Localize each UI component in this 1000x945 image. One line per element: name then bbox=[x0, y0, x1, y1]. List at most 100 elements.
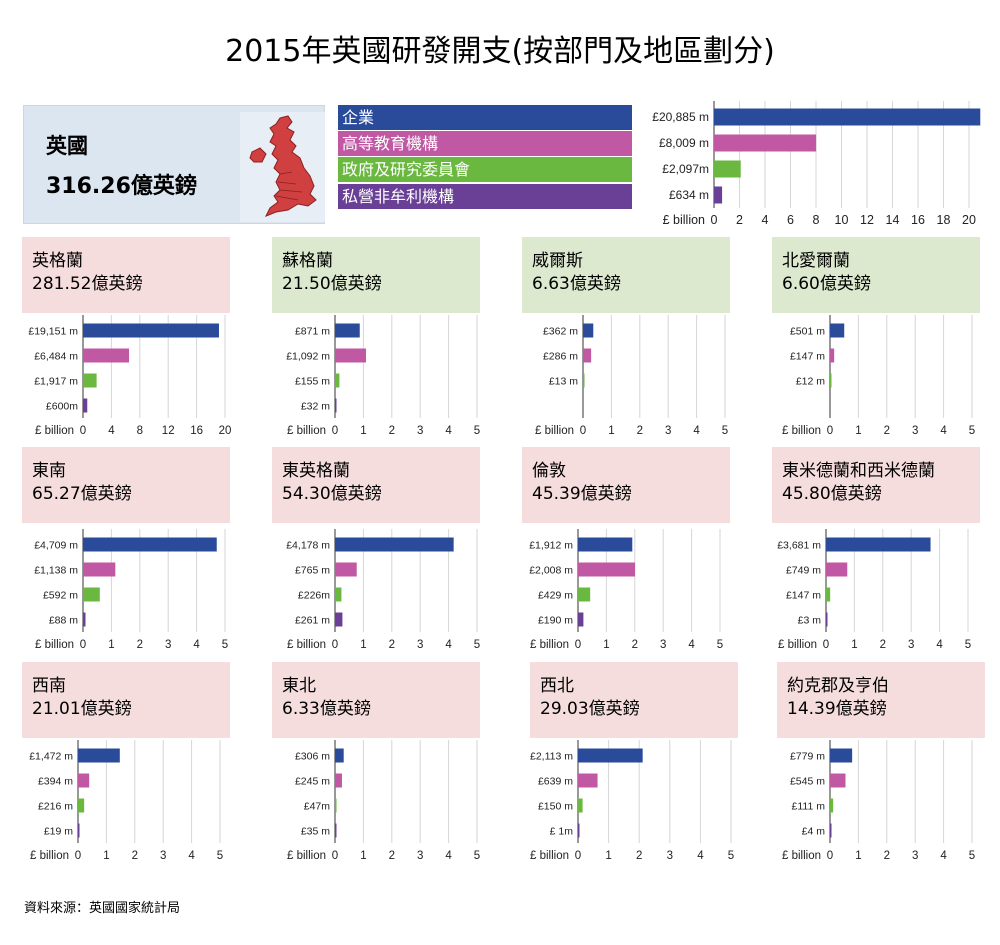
region-box-midlands: 東米德蘭和西米德蘭 45.80億英鎊 bbox=[772, 447, 980, 523]
tick-label: 4 bbox=[445, 850, 452, 862]
bar-government bbox=[578, 798, 583, 813]
bar-higher-education bbox=[578, 562, 636, 577]
bar-higher-education bbox=[83, 348, 130, 363]
tick-label: 2 bbox=[389, 639, 395, 651]
region-name: 北愛爾蘭 bbox=[782, 251, 850, 271]
value-label: £501 m bbox=[790, 326, 825, 338]
value-label: £639 m bbox=[538, 776, 573, 788]
value-label: £634 m bbox=[669, 188, 709, 202]
tick-label: 1 bbox=[608, 425, 614, 437]
tick-label: 5 bbox=[728, 850, 734, 862]
region-name: 蘇格蘭 bbox=[282, 251, 333, 271]
chart-south-east: £4,709 m £1,138 m £592 m £88 m0 1 2 3 4 5 £ billi… bbox=[34, 529, 228, 651]
region-box-north-east: 東北 6.33億英鎊 bbox=[272, 662, 480, 738]
value-label: £765 m bbox=[295, 565, 330, 577]
tick-label: 1 bbox=[851, 639, 857, 651]
bar-private-nonprofit bbox=[83, 612, 86, 627]
tick-label: 1 bbox=[360, 425, 366, 437]
page-title: 2015年英國研發開支(按部門及地區劃分) bbox=[225, 34, 775, 69]
value-label: £47m bbox=[304, 801, 331, 813]
region-total: 54.30億英鎊 bbox=[282, 484, 382, 504]
tick-label: 0 bbox=[580, 425, 586, 437]
bar-private-nonprofit bbox=[830, 823, 832, 838]
value-label: £4,178 m bbox=[286, 540, 330, 552]
axis-unit-label: £ billion bbox=[663, 213, 705, 227]
region-total: 281.52億英鎊 bbox=[32, 274, 143, 294]
region-box-south-east: 東南 65.27億英鎊 bbox=[22, 447, 230, 523]
chart-east-of-england: £4,178 m £765 m £226m £261 m0 1 2 3 4 5 £ billion bbox=[286, 529, 480, 651]
tick-label: 0 bbox=[80, 425, 86, 437]
bar-business bbox=[830, 748, 853, 763]
tick-label: 4 bbox=[697, 850, 704, 862]
tick-label: 16 bbox=[911, 213, 925, 227]
tick-label: 5 bbox=[217, 850, 223, 862]
axis-unit-label: £ billion bbox=[782, 850, 821, 862]
bar-higher-education bbox=[578, 773, 598, 788]
bar-higher-education bbox=[78, 773, 90, 788]
uk-summary-box: 英國 316.26億英鎊 bbox=[23, 105, 325, 224]
value-label: £2,097m bbox=[662, 162, 709, 176]
bar-private-nonprofit bbox=[578, 823, 580, 838]
value-label: £20,885 m bbox=[652, 110, 709, 124]
tick-label: 1 bbox=[108, 639, 114, 651]
value-label: £88 m bbox=[49, 615, 78, 627]
chart-yorkshire: £779 m £545 m £111 m £4 m0 1 2 3 4 5 £ billion bbox=[782, 740, 975, 862]
tick-label: 2 bbox=[884, 850, 890, 862]
value-label: £592 m bbox=[43, 590, 78, 602]
tick-label: 2 bbox=[880, 639, 886, 651]
region-total: 6.63億英鎊 bbox=[532, 274, 621, 294]
bar-business bbox=[826, 537, 931, 552]
bar-government bbox=[830, 373, 832, 388]
bar-business bbox=[335, 537, 454, 552]
tick-label: 5 bbox=[969, 850, 975, 862]
tick-label: 0 bbox=[80, 639, 86, 651]
bar-government bbox=[83, 373, 97, 388]
chart-south-west: £1,472 m £394 m £216 m £19 m0 1 2 3 4 5 £ billion bbox=[29, 740, 223, 862]
tick-label: 3 bbox=[160, 850, 166, 862]
bar-business bbox=[78, 748, 120, 763]
bar-business bbox=[830, 323, 845, 338]
chart-north-west: £2,113 m £639 m £150 m £ 1m0 1 2 3 4 5 £ billion bbox=[530, 740, 734, 862]
tick-label: 4 bbox=[940, 425, 947, 437]
region-name: 英格蘭 bbox=[32, 251, 83, 271]
tick-label: 1 bbox=[855, 425, 861, 437]
value-label: £1,138 m bbox=[34, 565, 78, 577]
tick-label: 5 bbox=[969, 425, 975, 437]
region-total: 29.03億英鎊 bbox=[540, 699, 640, 719]
value-label: £19,151 m bbox=[28, 326, 78, 338]
tick-label: 4 bbox=[940, 850, 947, 862]
value-label: £3,681 m bbox=[777, 540, 821, 552]
bar-private-nonprofit bbox=[578, 612, 584, 627]
value-label: £190 m bbox=[538, 615, 573, 627]
tick-label: 2 bbox=[137, 639, 143, 651]
tick-label: 4 bbox=[762, 213, 769, 227]
value-label: £216 m bbox=[38, 801, 73, 813]
tick-label: 1 bbox=[360, 639, 366, 651]
bar-government bbox=[78, 798, 85, 813]
tick-label: 4 bbox=[693, 425, 700, 437]
value-label: £111 m bbox=[792, 801, 826, 813]
region-box-wales: 威爾斯 6.63億英鎊 bbox=[522, 237, 730, 313]
bar-private-nonprofit bbox=[714, 186, 723, 204]
value-label: £871 m bbox=[295, 326, 330, 338]
bar-business bbox=[578, 748, 643, 763]
legend-business: 企業 bbox=[338, 105, 632, 130]
bar-higher-education bbox=[83, 562, 116, 577]
bar-government bbox=[826, 587, 831, 602]
value-label: £1,472 m bbox=[29, 751, 73, 763]
tick-label: 0 bbox=[332, 850, 338, 862]
value-label: £35 m bbox=[301, 826, 330, 838]
region-total: 6.33億英鎊 bbox=[282, 699, 371, 719]
bar-higher-education bbox=[583, 348, 592, 363]
bar-business bbox=[83, 323, 219, 338]
tick-label: 5 bbox=[474, 850, 480, 862]
region-total: 6.60億英鎊 bbox=[782, 274, 871, 294]
bar-higher-education bbox=[335, 562, 357, 577]
tick-label: 6 bbox=[787, 213, 794, 227]
region-name: 西南 bbox=[32, 676, 66, 696]
value-label: £429 m bbox=[538, 590, 573, 602]
tick-label: 3 bbox=[417, 425, 423, 437]
bar-government bbox=[714, 160, 741, 178]
axis-unit-label: £ billion bbox=[530, 639, 569, 651]
region-total: 45.39億英鎊 bbox=[532, 484, 632, 504]
